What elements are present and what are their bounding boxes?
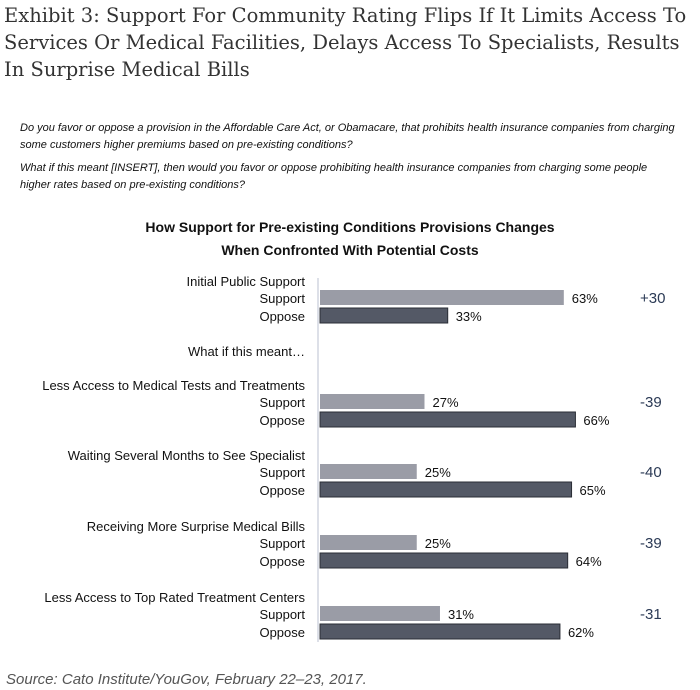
support-value-label: 25% [425, 536, 451, 551]
oppose-bar [319, 623, 561, 640]
net-change-label: -40 [640, 464, 662, 481]
net-change-label: -39 [640, 535, 662, 552]
subheading: What if this meant… [187, 344, 305, 359]
oppose-label: Oppose [259, 554, 305, 569]
oppose-value-label: 65% [580, 483, 606, 498]
support-bar [320, 535, 417, 550]
support-bar [320, 606, 440, 621]
support-value-label: 63% [572, 291, 598, 306]
support-label: Support [259, 465, 305, 480]
oppose-value-label: 62% [568, 625, 594, 640]
exhibit-title: Exhibit 3: Support For Community Rating … [4, 4, 687, 81]
oppose-label: Oppose [259, 625, 305, 640]
oppose-value-label: 66% [583, 413, 609, 428]
oppose-value-label: 64% [576, 554, 602, 569]
net-change-label: -39 [640, 394, 662, 411]
chart-title-line1: How Support for Pre-existing Conditions … [145, 219, 555, 235]
group-label: Less Access to Medical Tests and Treatme… [42, 378, 305, 393]
chart-title: How Support for Pre-existing Conditions … [0, 216, 700, 262]
group-label: Initial Public Support [186, 274, 305, 289]
support-value-label: 27% [432, 395, 458, 410]
support-value-label: 31% [448, 607, 474, 622]
oppose-label: Oppose [259, 483, 305, 498]
group-label: Waiting Several Months to See Specialist [67, 448, 305, 463]
oppose-label: Oppose [259, 309, 305, 324]
support-bar [320, 464, 417, 479]
support-value-label: 25% [425, 465, 451, 480]
oppose-bar [319, 481, 573, 498]
oppose-value-label: 33% [456, 309, 482, 324]
oppose-bar [319, 552, 569, 569]
support-bar [320, 394, 425, 409]
support-label: Support [259, 395, 305, 410]
source-note: Source: Cato Institute/YouGov, February … [6, 671, 367, 688]
support-label: Support [259, 607, 305, 622]
net-change-label: +30 [640, 290, 666, 307]
group-label: Less Access to Top Rated Treatment Cente… [44, 590, 305, 605]
oppose-bar [319, 307, 449, 324]
chart-title-line2: When Confronted With Potential Costs [221, 242, 479, 258]
oppose-label: Oppose [259, 413, 305, 428]
net-change-label: -31 [640, 606, 662, 623]
support-label: Support [259, 536, 305, 551]
support-label: Support [259, 291, 305, 306]
group-label: Receiving More Surprise Medical Bills [86, 519, 305, 534]
oppose-bar [319, 411, 576, 428]
support-bar [320, 290, 564, 305]
question-2: What if this meant [INSERT], then would … [20, 162, 648, 191]
question-1: Do you favor or oppose a provision in th… [20, 122, 675, 151]
